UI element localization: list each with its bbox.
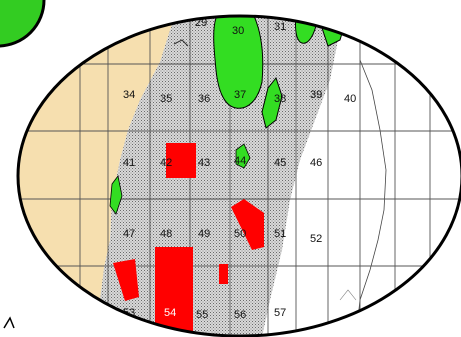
grid-label-39: 39 bbox=[310, 89, 322, 101]
grid-label-43: 43 bbox=[198, 157, 210, 169]
grid-label-52: 52 bbox=[310, 233, 322, 245]
grid-label-46: 46 bbox=[310, 157, 322, 169]
east-shoreline bbox=[355, 59, 387, 336]
grid-label-30: 30 bbox=[232, 25, 244, 37]
island-small-mid bbox=[235, 143, 251, 169]
grid-label-55: 55 bbox=[196, 309, 208, 321]
island-large bbox=[213, 16, 264, 109]
restricted-zone-3 bbox=[113, 259, 139, 301]
grid-label-32: 32 bbox=[313, 13, 325, 25]
island-peninsula bbox=[261, 76, 283, 129]
grid-label-40: 40 bbox=[344, 93, 356, 105]
grid-label-31: 31 bbox=[274, 21, 286, 33]
grid-label-49: 49 bbox=[198, 228, 210, 240]
shore-green-strip bbox=[109, 175, 123, 215]
grid-label-57: 57 bbox=[274, 307, 286, 319]
grid-label-56: 56 bbox=[234, 309, 246, 321]
grid-label-54: 54 bbox=[164, 307, 176, 319]
restricted-zone-1 bbox=[166, 143, 196, 178]
grid-label-47: 47 bbox=[123, 228, 135, 240]
grid-label-35: 35 bbox=[160, 93, 172, 105]
grid-labels: 29 30 31 32 34 35 36 37 38 39 40 41 42 4… bbox=[123, 13, 356, 321]
east-shoreline-inner bbox=[339, 289, 357, 301]
grid-label-34: 34 bbox=[123, 89, 135, 101]
corner-marker bbox=[3, 316, 15, 329]
grid-label-44: 44 bbox=[234, 155, 246, 167]
grid-label-42: 42 bbox=[160, 157, 172, 169]
restricted-zone-2 bbox=[231, 199, 264, 250]
corner-badge bbox=[0, 0, 46, 48]
grid-label-51: 51 bbox=[274, 228, 286, 240]
grid-label-50: 50 bbox=[234, 228, 246, 240]
grid-label-36: 36 bbox=[198, 93, 210, 105]
grid-label-41: 41 bbox=[123, 157, 135, 169]
pier-marker bbox=[173, 39, 189, 47]
restricted-zone-4 bbox=[155, 247, 193, 336]
restricted-zone-5 bbox=[219, 264, 228, 284]
grid-label-45: 45 bbox=[274, 157, 286, 169]
grid-label-38: 38 bbox=[274, 93, 286, 105]
map-frame bbox=[16, 14, 461, 337]
grid-label-37: 37 bbox=[234, 89, 246, 101]
grid-label-48: 48 bbox=[160, 228, 172, 240]
